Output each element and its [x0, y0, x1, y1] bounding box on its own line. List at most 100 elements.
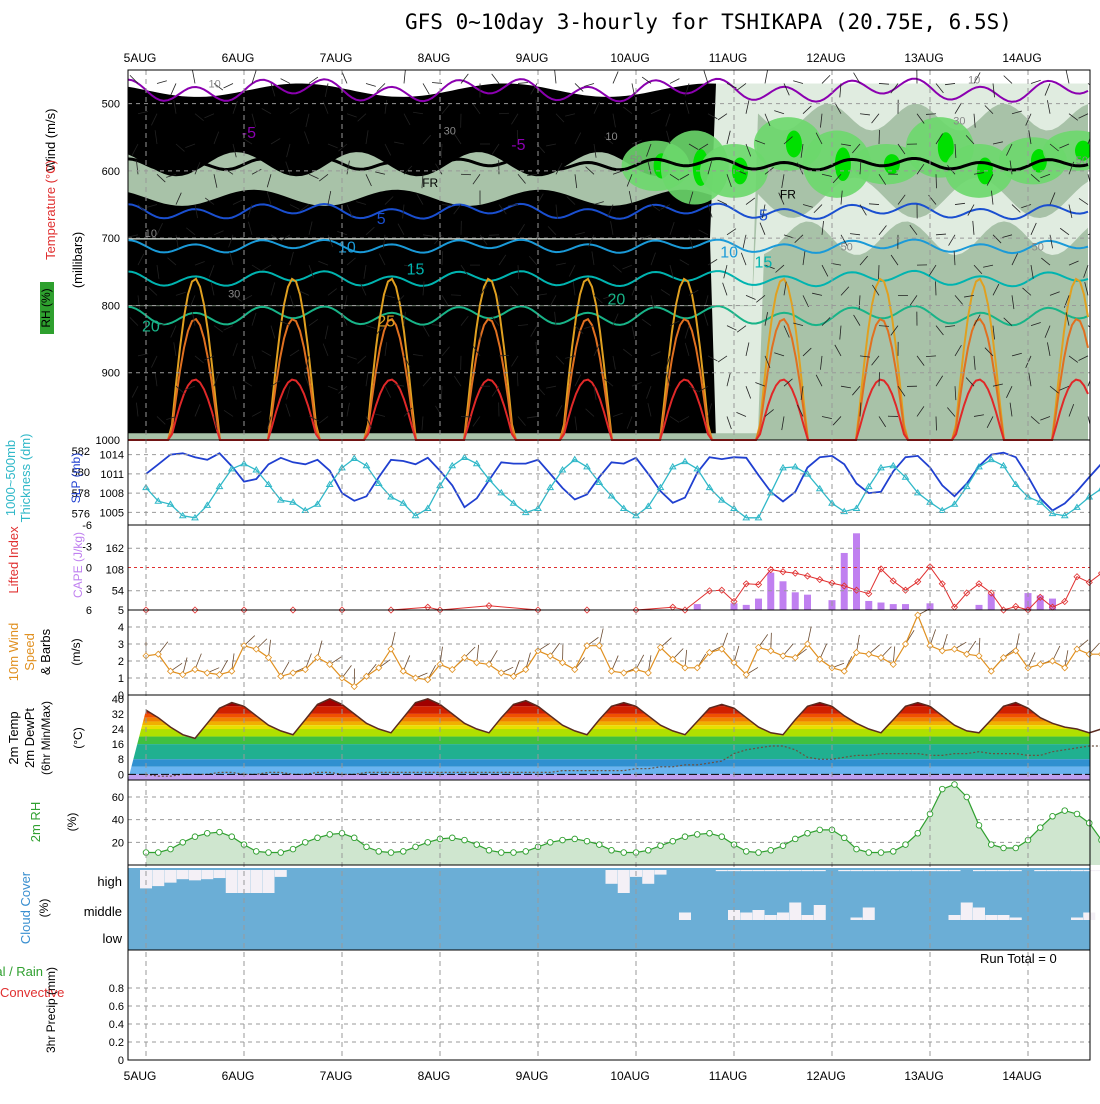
label-thickness-b: Thickness (dm)	[18, 434, 33, 523]
temp-tick-0: 0	[118, 769, 124, 781]
rh2m-point-10	[266, 850, 272, 856]
cloud-high-bar-32	[814, 870, 826, 871]
wind10-point-50	[756, 644, 762, 650]
upper-wind-barb	[192, 70, 195, 84]
upper-wind-barb	[822, 75, 830, 83]
date-bottom-14AUG: 14AUG	[1002, 1069, 1041, 1083]
cape-bar-13	[890, 604, 897, 610]
cape-bar-6	[792, 592, 799, 610]
upper-wind-barb	[518, 82, 528, 83]
label-upper-rh: RH (%)	[39, 288, 53, 327]
upper-wind-barb	[936, 174, 937, 188]
wind10-point-39	[621, 670, 627, 676]
cape-bar-2	[743, 605, 750, 610]
rh2m-point-51	[768, 847, 774, 853]
rh2m-point-21	[400, 849, 406, 855]
rh2m-point-62	[903, 842, 909, 848]
rh2m-point-22	[413, 844, 419, 850]
cloud-mid-bar-54	[1083, 913, 1095, 921]
temp-band-11	[128, 774, 1090, 780]
upper-wind-barb	[224, 83, 233, 88]
cloud-high-bar-53	[1071, 870, 1083, 871]
rh2m-point-37	[596, 842, 602, 848]
upper-wind-barb	[342, 71, 347, 83]
temp-band-4	[128, 721, 1090, 725]
rh2m-point-55	[817, 827, 823, 833]
date-bottom-6AUG: 6AUG	[222, 1069, 255, 1083]
cape-bar-11	[865, 601, 872, 610]
temp-band-layer	[128, 699, 1090, 780]
cloud-high-bar-25	[728, 870, 740, 871]
cloud-high-bar-4	[189, 870, 201, 880]
rh2m-point-47	[719, 834, 725, 840]
wind10-point-63	[915, 612, 921, 618]
cloud-high-bar-6	[214, 870, 226, 878]
cloud-mid-bar-44	[961, 903, 973, 921]
date-top-8AUG: 8AUG	[418, 51, 451, 65]
cape-bar-7	[804, 595, 811, 610]
cloud-high-bar-19	[655, 870, 667, 875]
date-top-7AUG: 7AUG	[320, 51, 353, 65]
date-top-9AUG: 9AUG	[516, 51, 549, 65]
slp-tick-1008: 1008	[100, 488, 124, 500]
cloud-mid-bar-45	[973, 908, 985, 921]
label-rh2m: 2m RH	[28, 802, 43, 842]
wind-tick-2: 2	[118, 656, 124, 668]
upper-ytick-900: 900	[102, 368, 120, 380]
rh2m-point-6	[217, 829, 223, 835]
rh2m-point-35	[572, 836, 578, 842]
cloud-high-bar-34	[838, 870, 850, 871]
cloud-high-bar-29	[777, 870, 789, 871]
label-rh2m-units: (%)	[65, 813, 79, 832]
cape-tick-108: 108	[106, 564, 124, 576]
upper-wind-barb	[1004, 76, 1012, 84]
wind10-point-62	[903, 641, 909, 647]
wind10-point-12	[290, 670, 296, 676]
cloud-high-bar-36	[863, 870, 875, 871]
label-precip-a: Total / Rain	[0, 964, 43, 979]
rh2m-point-61	[890, 849, 896, 855]
rh-contour-label-3: 30	[444, 126, 456, 138]
wind10-point-74	[1050, 658, 1056, 664]
rh2m-point-25	[449, 835, 455, 841]
upper-wind-barb	[366, 83, 376, 86]
cape-tick-162: 162	[106, 543, 124, 555]
upper-wind-barb	[555, 70, 556, 84]
cloud-high-bar-40	[912, 870, 924, 871]
isotherm-label-9: 15	[755, 255, 773, 272]
label-temp-b: 2m DewPt	[22, 708, 37, 768]
label-temp-c: (6hr Min/Max)	[39, 701, 53, 775]
wind10-point-67	[964, 651, 970, 657]
rh2m-point-69	[988, 842, 994, 848]
isotherm-label-7: 10	[720, 245, 738, 262]
date-bottom-5AUG: 5AUG	[124, 1069, 157, 1083]
wind10-point-3	[180, 672, 186, 678]
cape-tick-5: 5	[118, 605, 124, 617]
temp-tick-40: 40	[112, 694, 124, 706]
rh2m-point-66	[952, 782, 958, 788]
upper-wind-barb	[423, 83, 429, 94]
rh-tick-40: 40	[112, 815, 124, 827]
rh2m-point-26	[462, 837, 468, 843]
cape-bar-14	[902, 604, 909, 610]
rh2m-point-73	[1037, 825, 1043, 831]
rh2m-point-29	[498, 850, 504, 856]
cloud-mid-bar-30	[789, 903, 801, 921]
upper-wind-barb	[670, 79, 679, 84]
rh2m-point-33	[547, 840, 553, 846]
rh2m-point-76	[1074, 811, 1080, 817]
label-thickness-a: 1000~500mb	[3, 440, 18, 516]
rh2m-point-39	[621, 850, 627, 856]
cloud-high-bar-41	[924, 870, 936, 871]
rh2m-point-19	[376, 849, 382, 855]
cloud-high-bar-47	[998, 870, 1010, 871]
label-slp: SLP (mb)	[69, 453, 83, 503]
cape-bar-4	[767, 573, 774, 610]
cape-bar-9	[841, 553, 848, 610]
date-bottom-9AUG: 9AUG	[516, 1069, 549, 1083]
cloud-high-bar-35	[851, 870, 863, 871]
run-total-label: Run Total = 0	[980, 951, 1057, 966]
upper-wind-barb	[878, 265, 879, 279]
